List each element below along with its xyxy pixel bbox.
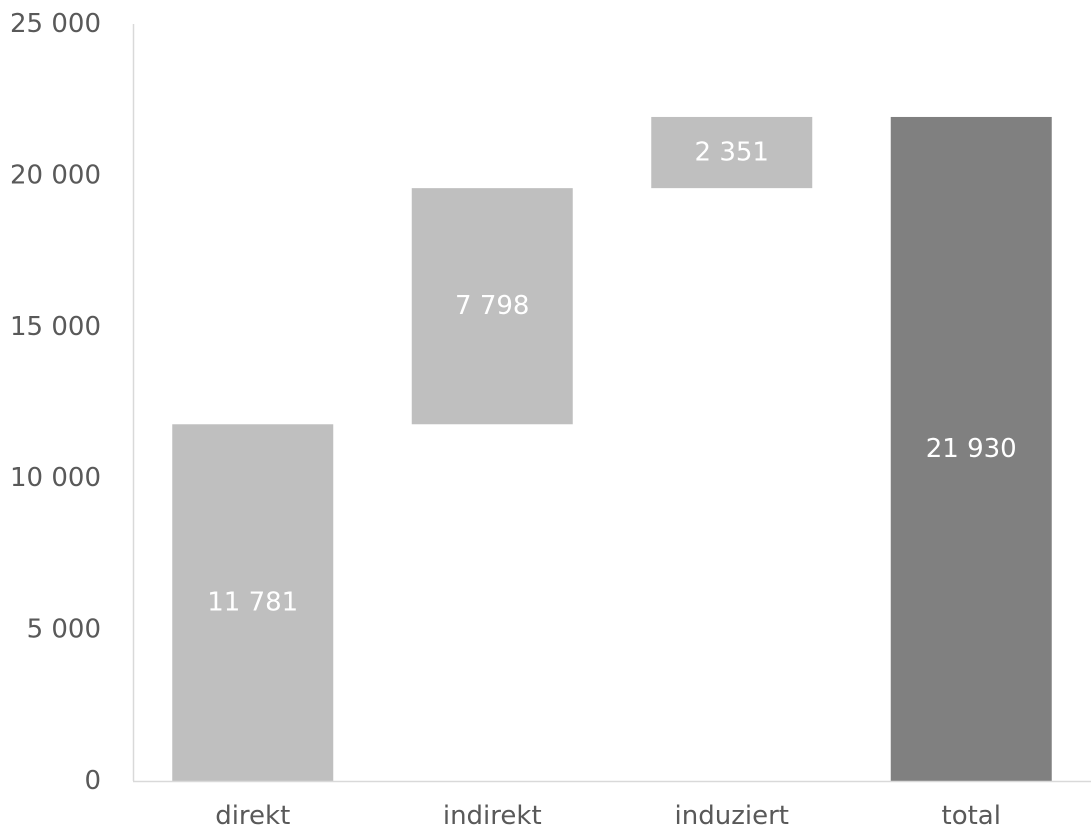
data-labels: 11 781 7 798 2 351 21 930 <box>207 138 1016 618</box>
y-axis: 0 5 000 10 000 15 000 20 000 25 000 <box>10 9 135 796</box>
data-label-direkt: 11 781 <box>207 588 298 618</box>
x-tick-label-direkt: direkt <box>215 801 290 831</box>
data-label-induziert: 2 351 <box>695 138 769 168</box>
y-tick-label: 0 <box>84 766 101 796</box>
y-tick-label: 10 000 <box>10 463 101 493</box>
bar-direkt <box>172 424 334 781</box>
bar-induziert <box>651 116 813 189</box>
x-axis: direkt indirekt induziert total <box>133 780 1091 831</box>
bar-total <box>890 116 1052 782</box>
x-tick-label-total: total <box>942 801 1001 831</box>
bars <box>172 116 1052 782</box>
x-tick-label-induziert: induziert <box>675 801 789 831</box>
x-tick-label-indirekt: indirekt <box>443 801 542 831</box>
y-tick-label: 5 000 <box>27 615 101 645</box>
y-tick-label: 20 000 <box>10 160 101 190</box>
bar-indirekt <box>411 188 573 425</box>
data-label-total: 21 930 <box>926 434 1017 464</box>
data-label-indirekt: 7 798 <box>455 291 529 321</box>
y-tick-label: 25 000 <box>10 9 101 39</box>
y-tick-label: 15 000 <box>10 312 101 342</box>
